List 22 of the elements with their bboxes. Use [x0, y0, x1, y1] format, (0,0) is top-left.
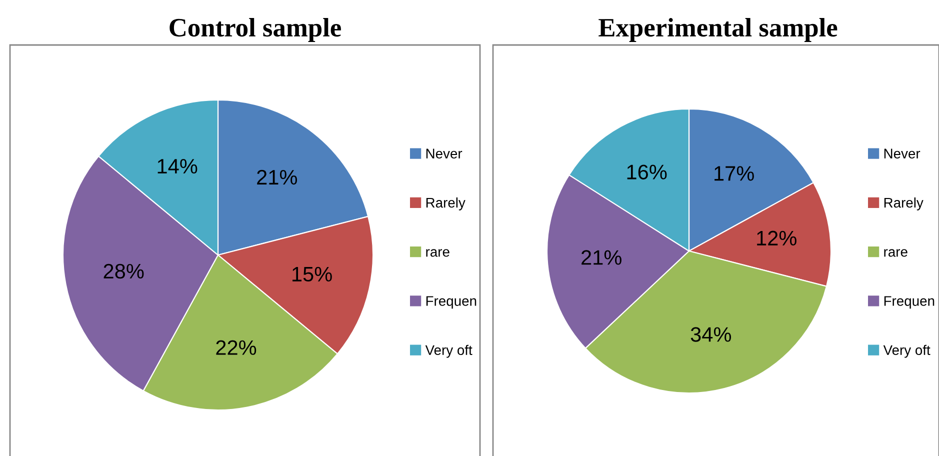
data-label: 22%	[216, 340, 256, 355]
data-label: 12%	[757, 230, 796, 246]
legend-label: Very oft	[425, 344, 472, 358]
legend-label: Never	[426, 148, 462, 158]
legend-label: Rarely	[884, 197, 924, 210]
data-label: 17%	[714, 166, 754, 181]
data-label: 21%	[257, 170, 298, 185]
legend-label: Very oft	[883, 344, 930, 358]
legend-label: Never	[884, 148, 920, 158]
data-label: 21%	[582, 250, 622, 265]
data-label: 28%	[104, 264, 144, 279]
legend-label: Frequen	[884, 296, 934, 309]
data-label: 16%	[627, 164, 667, 180]
legend-label: Rarely	[426, 197, 466, 210]
chart-title: Experimental sample	[598, 18, 838, 42]
data-label: 34%	[690, 327, 732, 342]
legend-label: rare	[884, 249, 908, 257]
chart-title: Control sample	[170, 18, 341, 42]
data-label: 14%	[158, 158, 198, 174]
data-label: 15%	[292, 266, 332, 282]
legend-label: Frequen	[426, 296, 476, 309]
legend-label: rare	[426, 249, 450, 257]
